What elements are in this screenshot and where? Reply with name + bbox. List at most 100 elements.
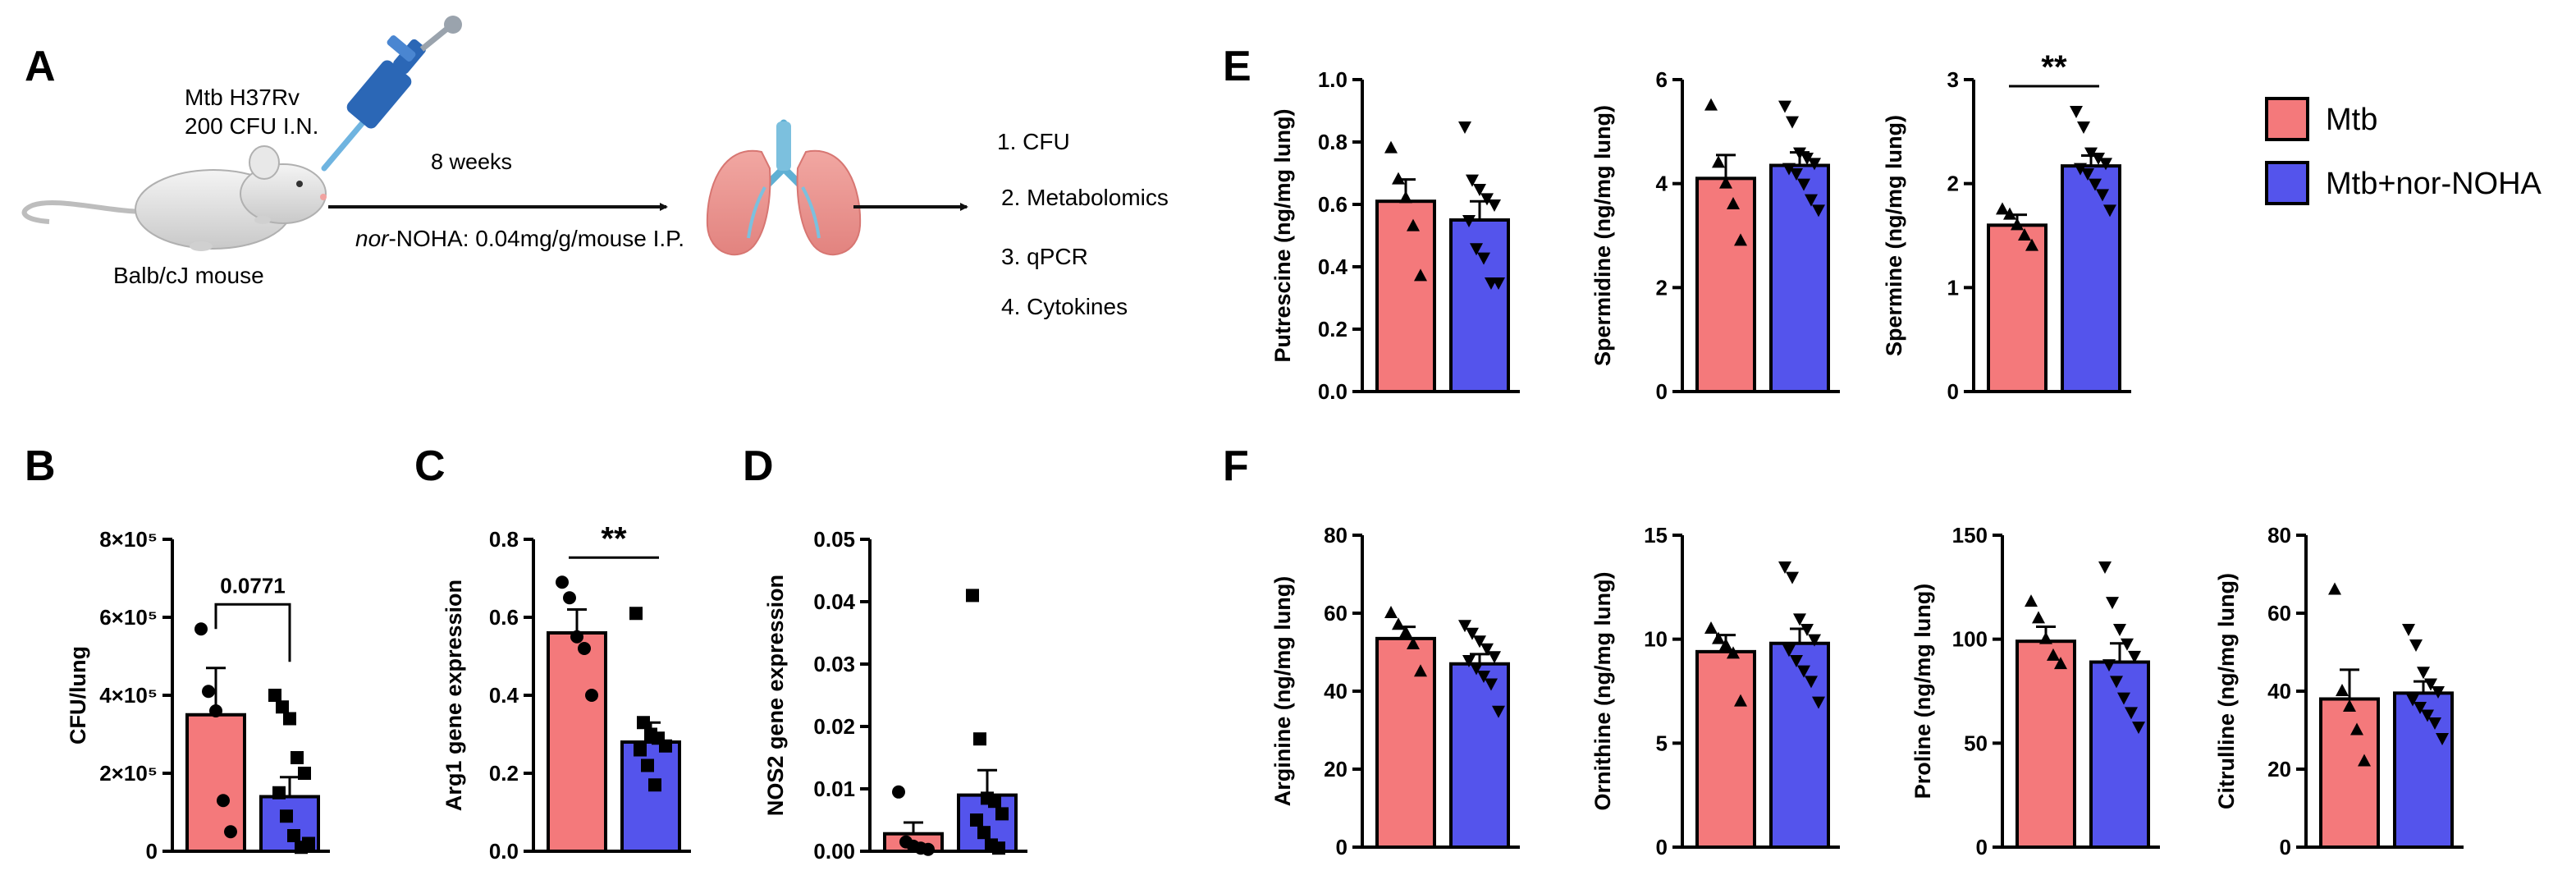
data-point — [2414, 702, 2427, 714]
data-point — [2125, 707, 2138, 720]
data-point — [1458, 620, 1471, 633]
data-point — [1414, 268, 1427, 282]
chart-f2: 0 5 10 15 Ornithine (ng/mg lung) — [1590, 523, 1840, 859]
data-point — [970, 813, 983, 827]
infection-line-2: 200 CFU I.N. — [185, 113, 318, 139]
data-point — [2121, 638, 2134, 651]
y-axis-label: CFU/lung — [66, 646, 90, 745]
data-point — [2084, 147, 2098, 160]
bar-mtb — [1987, 223, 2048, 394]
chart-f1: F 0 20 40 60 80 Arginine (ng/mg lung) — [1223, 442, 1520, 859]
y-tick-label: 0.8 — [1318, 130, 1347, 154]
legend-label-mtb: Mtb — [2326, 103, 2377, 137]
data-point — [1462, 215, 1476, 227]
treatment-label: nor-NOHA: 0.04mg/g/mouse I.P. — [355, 226, 684, 251]
legend-swatch-mtb — [2265, 97, 2309, 141]
data-point — [1477, 671, 1490, 683]
significance-label: ** — [2041, 49, 2067, 85]
charts-layer: B 0 2×10⁵ 4×10⁵ 6×10⁵ 8×10⁵ CFU/lung 0.0771 C 0.0… — [25, 43, 2464, 864]
y-tick-label: 2×10⁵ — [99, 761, 158, 786]
data-point — [1399, 190, 1412, 204]
data-point — [2102, 659, 2116, 672]
y-axis-label: Arg1 gene expression — [442, 580, 466, 811]
data-point — [1727, 646, 1740, 659]
y-tick-label: 0 — [1656, 379, 1668, 404]
y-tick-label: 0.2 — [489, 761, 519, 786]
data-point — [2110, 676, 2123, 689]
y-tick-label: 20 — [2267, 757, 2291, 781]
data-point — [2099, 158, 2112, 171]
y-tick-label: 60 — [2267, 601, 2291, 626]
data-point — [283, 712, 296, 726]
data-point — [1782, 644, 1796, 658]
significance-bracket — [214, 603, 291, 662]
data-point — [1797, 178, 1810, 191]
data-point — [1480, 193, 1494, 206]
data-point — [272, 786, 286, 800]
y-tick-label: 2 — [1656, 275, 1668, 300]
data-point — [2039, 631, 2052, 644]
data-point — [1996, 202, 2009, 215]
data-point — [1778, 100, 1791, 113]
y-tick-label: 80 — [2267, 523, 2291, 548]
data-point — [892, 785, 905, 799]
mouse-strain-label: Balb/cJ mouse — [113, 263, 264, 288]
data-point — [2132, 722, 2145, 735]
y-tick-label: 0.0 — [489, 839, 519, 864]
y-tick-label: 0.4 — [489, 683, 519, 708]
data-point — [992, 841, 1005, 855]
data-point — [1790, 655, 1803, 667]
data-point — [2025, 594, 2038, 607]
chart-f3: 0 50 100 150 Proline (ng/mg lung) — [1910, 523, 2160, 859]
data-point — [1704, 621, 1718, 634]
data-point — [1492, 277, 1505, 290]
data-point — [2436, 733, 2449, 745]
infection-line-1: Mtb H37Rv — [185, 85, 300, 110]
data-point — [1800, 153, 1814, 165]
y-tick-label: 5 — [1656, 731, 1668, 755]
legend-swatch-nor-noha — [2265, 161, 2309, 205]
y-axis-label: Spermine (ng/mg lung) — [1882, 115, 1906, 356]
y-axis-label: Ornithine (ng/mg lung) — [1590, 572, 1615, 811]
y-tick-label: 40 — [2267, 679, 2291, 703]
data-point — [2025, 238, 2038, 251]
data-point — [1786, 571, 1799, 584]
data-point — [1384, 606, 1398, 618]
data-point — [2421, 709, 2434, 722]
y-tick-label: 0.4 — [1318, 254, 1348, 279]
data-point — [202, 685, 215, 699]
data-point — [276, 700, 289, 714]
y-tick-label: 15 — [1644, 523, 1668, 548]
data-point — [1734, 233, 1747, 246]
y-tick-label: 0.6 — [489, 605, 519, 630]
panel-letter-a: A — [25, 43, 56, 90]
data-point — [637, 716, 650, 730]
y-axis-label: Proline (ng/mg lung) — [1910, 584, 1935, 799]
y-tick-label: 60 — [1324, 601, 1347, 626]
data-point — [2092, 153, 2105, 165]
bar-nor-noha — [1769, 641, 1830, 849]
data-point — [578, 642, 591, 655]
data-point — [634, 743, 647, 757]
data-point — [2096, 189, 2109, 202]
data-point — [1492, 705, 1505, 718]
data-point — [291, 751, 304, 764]
data-point — [2406, 694, 2419, 707]
data-point — [2011, 218, 2024, 231]
data-point — [2070, 106, 2083, 118]
data-point — [1808, 158, 1821, 171]
data-point — [570, 630, 583, 644]
panel-letter: D — [743, 442, 774, 490]
bar-mtb — [2319, 697, 2380, 849]
data-point — [2328, 582, 2341, 595]
data-point — [2409, 639, 2423, 652]
data-point — [1488, 651, 1501, 664]
data-point — [1473, 184, 1486, 196]
data-point — [2077, 121, 2090, 134]
data-point — [2098, 561, 2112, 574]
data-point — [1399, 625, 1412, 638]
bar-mtb — [1375, 199, 1436, 393]
y-tick-label: 10 — [1644, 627, 1668, 652]
data-point — [2032, 611, 2045, 624]
y-tick-label: 6×10⁵ — [99, 605, 158, 630]
